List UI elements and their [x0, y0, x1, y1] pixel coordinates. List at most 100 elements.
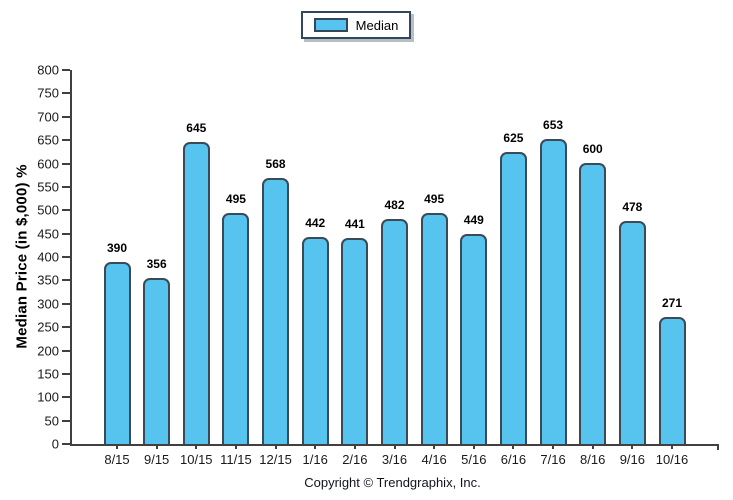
- y-tick-label: 50: [44, 413, 59, 429]
- bar-value-label: 625: [503, 131, 524, 145]
- x-tick: [234, 444, 237, 449]
- bar: [262, 178, 290, 444]
- bar-value-label: 568: [265, 157, 286, 171]
- x-tick: [155, 444, 158, 449]
- x-tick: [552, 444, 555, 449]
- bar: [539, 139, 567, 444]
- median-swatch-icon: [313, 18, 348, 32]
- x-tick-label: 10/15: [180, 452, 213, 467]
- copyright-text: Copyright © Trendgraphix, Inc.: [304, 475, 481, 490]
- bar: [499, 152, 527, 444]
- y-tick-label: 500: [37, 202, 59, 218]
- bar-value-label: 441: [344, 217, 365, 231]
- bar: [420, 213, 448, 444]
- bar-value-label: 356: [146, 257, 167, 271]
- bar: [341, 238, 369, 444]
- bar: [381, 219, 408, 444]
- legend: Median: [301, 11, 411, 39]
- y-tick: [62, 326, 70, 329]
- bar-value-label: 645: [186, 121, 207, 135]
- y-tick: [62, 349, 70, 352]
- bar-value-label: 482: [384, 198, 405, 212]
- x-tick: [195, 444, 198, 449]
- x-tick-label: 6/16: [500, 452, 527, 467]
- y-tick: [62, 279, 70, 282]
- y-tick: [62, 443, 70, 445]
- bar: [658, 317, 686, 444]
- bar-value-label: 271: [661, 296, 683, 310]
- y-tick-label: 700: [37, 109, 59, 125]
- y-tick: [62, 232, 70, 235]
- bar-value-label: 478: [622, 200, 643, 214]
- x-tick-label: 2/16: [342, 452, 368, 467]
- y-tick: [62, 256, 70, 258]
- y-tick: [62, 396, 70, 399]
- x-tick: [512, 444, 515, 449]
- x-tick: [393, 444, 396, 449]
- bar: [182, 142, 210, 444]
- y-tick: [62, 302, 70, 305]
- x-tick-label: 9/15: [143, 452, 170, 467]
- x-tick-label: 3/16: [381, 452, 408, 467]
- bar-value-label: 442: [305, 216, 326, 230]
- y-tick: [62, 372, 70, 375]
- bar-value-label: 600: [582, 142, 603, 156]
- y-tick: [62, 209, 70, 212]
- bar: [579, 163, 607, 444]
- y-tick-label: 0: [51, 436, 59, 452]
- x-tick-label: 8/16: [580, 452, 606, 467]
- x-tick: [353, 444, 356, 449]
- x-tick-label: 9/16: [619, 452, 645, 467]
- plot-area: 0 50 100 150 200 250 300 350 400 450 500 550 600 650 7…: [37, 63, 719, 467]
- x-tick-label: 1/16: [302, 452, 328, 467]
- x-axis-end-tick: [717, 444, 719, 450]
- y-tick-label: 750: [37, 85, 59, 101]
- y-tick-label: 250: [37, 319, 59, 335]
- x-tick: [631, 444, 634, 449]
- x-tick-label: 8/15: [104, 452, 130, 467]
- x-tick-label: 5/16: [461, 452, 487, 467]
- y-tick-label: 100: [37, 389, 59, 405]
- bar: [103, 262, 131, 444]
- bar: [618, 221, 646, 444]
- x-tick-label: 12/15: [259, 452, 292, 467]
- x-tick: [314, 444, 317, 449]
- bar-value-label: 495: [424, 192, 445, 206]
- y-tick: [62, 69, 70, 71]
- y-tick-label: 450: [37, 226, 59, 242]
- legend-label: Median: [355, 17, 399, 33]
- y-tick-label: 600: [37, 156, 59, 171]
- y-tick-label: 200: [37, 343, 59, 358]
- bar-value-label: 653: [543, 118, 564, 132]
- y-tick-label: 400: [37, 249, 59, 265]
- y-tick: [62, 162, 70, 165]
- x-tick: [671, 444, 673, 449]
- x-tick: [591, 444, 594, 449]
- x-tick: [472, 444, 475, 449]
- y-tick: [62, 92, 70, 95]
- y-tick-label: 300: [37, 296, 59, 312]
- x-tick-label: 11/15: [220, 452, 252, 467]
- y-tick: [62, 419, 70, 422]
- y-tick-label: 800: [37, 62, 59, 78]
- y-tick-label: 350: [37, 272, 59, 288]
- x-tick-label: 4/16: [421, 452, 447, 467]
- y-tick-label: 150: [37, 366, 59, 382]
- x-tick: [433, 444, 436, 449]
- bar-value-label: 495: [225, 192, 246, 206]
- y-tick-label: 550: [37, 179, 59, 195]
- bar: [460, 234, 488, 444]
- x-tick: [274, 444, 277, 449]
- x-tick-label: 7/16: [540, 452, 566, 467]
- bar: [301, 237, 329, 444]
- y-tick: [62, 185, 70, 188]
- x-tick: [116, 444, 118, 449]
- bar-value-label: 390: [106, 241, 128, 255]
- x-tick-label: 10/16: [655, 452, 689, 467]
- bar: [143, 278, 171, 444]
- y-tick: [62, 139, 70, 142]
- y-tick: [62, 115, 70, 118]
- y-axis-title: Median Price (in $,000) %: [13, 164, 31, 349]
- bar-value-label: 449: [463, 213, 484, 227]
